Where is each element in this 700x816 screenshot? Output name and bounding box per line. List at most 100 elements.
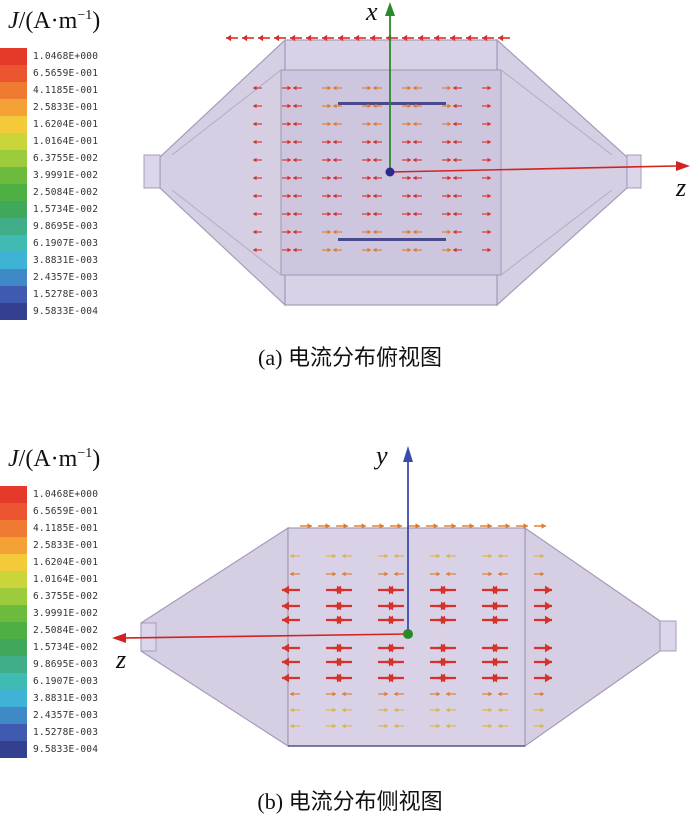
legend-swatch [0,622,27,639]
current-arrowhead [386,585,394,595]
legend-row: 1.0468E+000 [0,48,112,65]
current-arrowhead [447,211,451,217]
legend-swatch [0,656,27,673]
current-arrowhead [342,691,346,697]
current-arrowhead [447,85,451,91]
current-arrowhead [287,157,291,163]
current-arrowhead [384,571,388,577]
current-arrowhead [327,175,331,181]
electrode-top [338,102,446,105]
legend-title: J/(A·m−1) [8,446,101,472]
current-arrowhead [373,175,377,181]
current-arrowhead [373,85,377,91]
legend-swatch [0,673,27,690]
current-arrowhead [490,673,498,683]
current-arrowhead [370,34,376,42]
current-arrowhead [447,247,451,253]
current-arrowhead [498,723,502,729]
current-arrowhead [487,103,491,109]
legend-value: 6.5659E-001 [33,506,99,517]
current-arrowhead [306,34,312,42]
legend-value: 3.8831E-003 [33,255,99,266]
current-arrowhead [361,523,366,529]
current-arrowhead [333,229,337,235]
current-arrowhead [540,723,544,729]
current-arrowhead [488,691,492,697]
current-arrowhead [367,139,371,145]
panel-side-view: J/(A·m−1) 1.0468E+000 6.5659E-001 4.1185E-… [0,438,700,814]
legend-value: 1.5734E-002 [33,204,99,215]
current-arrowhead [327,247,331,253]
current-arrowhead [487,193,491,199]
current-arrowhead [438,657,446,667]
current-arrowhead [447,229,451,235]
legend-value: 1.5734E-002 [33,642,99,653]
current-arrowhead [367,103,371,109]
current-arrowhead [418,34,424,42]
current-arrowhead [290,34,296,42]
legend-value: 4.1185E-001 [33,85,99,96]
legend-row: 9.5833E-004 [0,741,112,758]
current-arrowhead [258,34,264,42]
legend-row: 2.4357E-003 [0,269,112,286]
current-arrowhead [413,175,417,181]
legend-row: 4.1185E-001 [0,520,112,537]
current-arrowhead [282,643,290,653]
current-arrowhead [433,523,438,529]
legend-row: 1.0164E-001 [0,133,112,150]
left-port [143,154,161,189]
current-arrowhead [415,523,420,529]
legend-swatch [0,133,27,150]
current-arrowhead [343,523,348,529]
legend-swatch [0,201,27,218]
current-arrowhead [498,691,502,697]
current-arrowhead [453,103,457,109]
current-arrowhead [490,585,498,595]
current-arrowhead [242,34,248,42]
legend-swatch [0,639,27,656]
current-arrowhead [384,553,388,559]
current-arrowhead [407,121,411,127]
current-arrowhead [333,121,337,127]
current-arrowhead [373,211,377,217]
current-arrowhead [438,585,446,595]
current-arrowhead [373,103,377,109]
current-arrowhead [487,139,491,145]
legend-row: 2.4357E-003 [0,707,112,724]
legend-swatch [0,724,27,741]
current-arrowhead [446,691,450,697]
current-arrowhead [487,121,491,127]
z-axis-line [389,165,677,173]
current-arrowhead [386,615,394,625]
current-arrowhead [498,34,504,42]
current-arrowhead [413,229,417,235]
current-arrowhead [332,691,336,697]
top-view-diagram: x z [143,0,690,307]
current-arrowhead [438,643,446,653]
current-arrowhead [293,157,297,163]
legend-row: 2.5084E-002 [0,184,112,201]
legend-value: 4.1185E-001 [33,523,99,534]
current-arrowhead [332,553,336,559]
current-arrowhead [327,103,331,109]
current-arrowhead [274,34,280,42]
current-arrowhead [333,247,337,253]
current-arrowhead [282,615,290,625]
legend-row: 6.3755E-002 [0,150,112,167]
current-arrowhead [544,601,552,611]
current-arrowhead [290,691,294,697]
current-arrowhead [253,157,257,163]
legend-row: 9.5833E-004 [0,303,112,320]
legend-swatch [0,605,27,622]
panel-top-view: J/(A·m−1) 1.0468E+000 6.5659E-001 4.1185E-… [0,0,700,400]
legend-row: 1.5734E-002 [0,639,112,656]
current-arrowhead [327,211,331,217]
current-vector-field [282,553,552,729]
current-arrowhead [327,193,331,199]
legend-row: 1.5278E-003 [0,724,112,741]
x-axis-arrowhead [385,2,395,16]
current-arrowhead [487,175,491,181]
current-arrowhead [498,707,502,713]
legend-row: 4.1185E-001 [0,82,112,99]
legend-swatch [0,65,27,82]
